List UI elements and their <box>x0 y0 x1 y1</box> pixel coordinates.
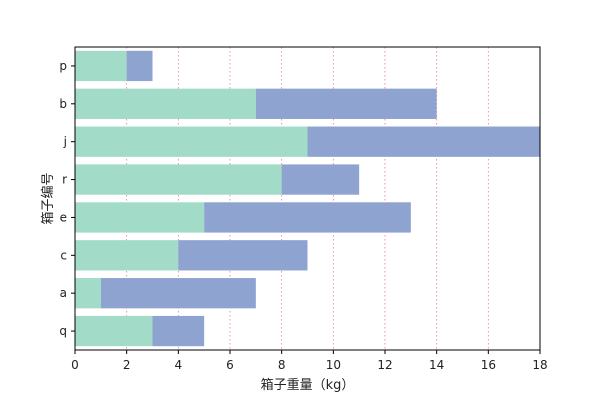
bar-segment-2 <box>307 126 540 157</box>
y-tick-label: a <box>60 286 67 300</box>
y-ticks: q a c e r j b p <box>59 59 75 338</box>
x-tick-label: 0 <box>71 358 79 372</box>
bar-segment-1 <box>75 164 282 195</box>
bar-segment-1 <box>75 202 205 233</box>
bar-segment-1 <box>75 278 101 309</box>
bars <box>75 50 540 347</box>
y-tick-label: c <box>60 248 67 262</box>
bar-segment-2 <box>178 240 308 271</box>
bar-segment-1 <box>75 50 127 82</box>
x-tick-label: 12 <box>377 358 392 372</box>
y-tick-label: p <box>59 59 67 73</box>
y-tick-label: r <box>62 173 67 187</box>
bar-segment-2 <box>126 50 153 82</box>
x-tick-label: 2 <box>123 358 131 372</box>
bar-segment-2 <box>152 315 205 347</box>
plot-frame <box>74 46 541 351</box>
bar-segment-1 <box>75 240 179 271</box>
x-ticks: 0 2 4 6 8 10 12 14 16 18 <box>71 350 548 372</box>
bar-segment-1 <box>75 126 308 157</box>
x-tick-label: 14 <box>429 358 444 372</box>
bar-segment-2 <box>100 278 256 309</box>
x-tick-label: 8 <box>278 358 286 372</box>
y-tick-label: j <box>63 135 67 149</box>
x-axis-label: 箱子重量（kg） <box>261 377 355 393</box>
bar-segment-2 <box>204 202 411 233</box>
y-axis-label: 箱子编号 <box>40 172 56 224</box>
x-tick-label: 10 <box>326 358 341 372</box>
bar-segment-1 <box>75 315 153 347</box>
x-tick-label: 6 <box>226 358 234 372</box>
y-tick-label: e <box>60 210 67 224</box>
bar-segment-1 <box>75 88 256 119</box>
y-tick-label: b <box>59 97 67 111</box>
y-tick-label: q <box>59 324 67 338</box>
x-tick-label: 16 <box>481 358 496 372</box>
bar-segment-2 <box>255 88 437 119</box>
x-tick-label: 4 <box>175 358 183 372</box>
x-tick-label: 18 <box>532 358 547 372</box>
bar-segment-2 <box>281 164 360 195</box>
